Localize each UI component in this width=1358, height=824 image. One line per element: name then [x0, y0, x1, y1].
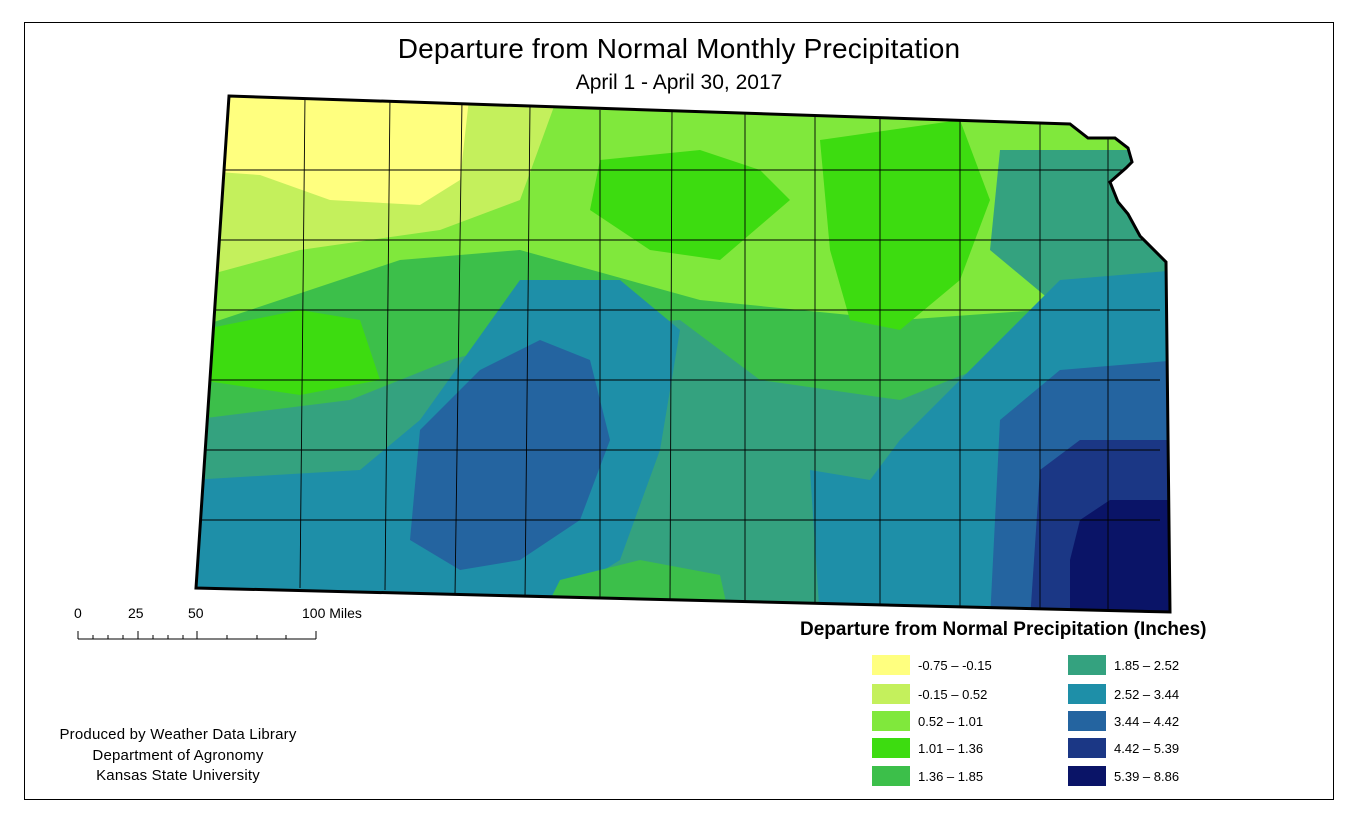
scale-bar: 0 25 50 100 Miles — [60, 605, 390, 650]
zone-southeast-wettest — [1070, 500, 1170, 612]
legend-item: -0.75 – -0.15 — [872, 655, 992, 675]
legend-swatch — [1068, 738, 1106, 758]
legend-swatch — [1068, 711, 1106, 731]
legend-label: 1.36 – 1.85 — [918, 768, 984, 784]
zone-west-band — [200, 310, 380, 395]
legend-item: 5.39 – 8.86 — [1068, 766, 1179, 786]
legend-swatch — [872, 766, 910, 786]
kansas-outline — [194, 94, 1172, 614]
credit-line: Produced by Weather Data Library — [59, 726, 297, 743]
map-subtitle: April 1 - April 30, 2017 — [575, 71, 783, 94]
map-frame — [24, 22, 1334, 800]
legend-label: -0.75 – -0.15 — [918, 657, 992, 673]
legend-label: 0.52 – 1.01 — [918, 713, 984, 729]
scale-bar-graphic — [77, 631, 317, 640]
legend-item: 4.42 – 5.39 — [1068, 738, 1179, 758]
scale-label: 50 — [188, 605, 204, 621]
credit-line: Kansas State University — [96, 767, 260, 784]
map-title: Departure from Normal Monthly Precipitat… — [397, 33, 961, 64]
scale-label: 0 — [74, 605, 82, 621]
legend-swatch — [872, 711, 910, 731]
legend-label: 1.85 – 2.52 — [1114, 657, 1180, 673]
county-lines — [200, 96, 1160, 612]
legend-item: 1.36 – 1.85 — [872, 766, 983, 786]
legend-label: 5.39 – 8.86 — [1114, 768, 1180, 784]
legend-label: -0.15 – 0.52 — [918, 686, 988, 702]
legend-swatch — [1068, 655, 1106, 675]
credit: Produced by Weather Data Library Departm… — [38, 725, 318, 787]
legend-label: 4.42 – 5.39 — [1114, 740, 1180, 756]
legend-swatch — [872, 684, 910, 704]
zone-north-central — [590, 150, 790, 260]
legend-item: 1.85 – 2.52 — [1068, 655, 1179, 675]
legend-swatch — [872, 738, 910, 758]
legend-item: 3.44 – 4.42 — [1068, 711, 1179, 731]
legend-item: -0.15 – 0.52 — [872, 684, 987, 704]
legend-label: 3.44 – 4.42 — [1114, 713, 1180, 729]
legend-title: Departure from Normal Precipitation (Inc… — [800, 619, 1207, 640]
scale-label: 100 Miles — [302, 605, 362, 621]
zone-northwest-dry — [196, 96, 470, 205]
legend-swatch — [1068, 766, 1106, 786]
legend-item: 2.52 – 3.44 — [1068, 684, 1179, 704]
credit-line: Department of Agronomy — [92, 746, 264, 764]
legend-label: 1.01 – 1.36 — [918, 740, 984, 756]
legend-swatch — [1068, 684, 1106, 704]
legend-item: 1.01 – 1.36 — [872, 738, 983, 758]
legend-label: 2.52 – 3.44 — [1114, 686, 1180, 702]
legend-swatch — [872, 655, 910, 675]
zone-southwest-core — [410, 340, 610, 570]
precip-zones — [196, 96, 1170, 612]
scale-label: 25 — [128, 605, 144, 621]
legend-item: 0.52 – 1.01 — [872, 711, 983, 731]
zone-northeast-wet — [820, 120, 990, 330]
legend: -0.75 – -0.15 -0.15 – 0.52 0.52 – 1.01 1… — [872, 655, 1202, 795]
